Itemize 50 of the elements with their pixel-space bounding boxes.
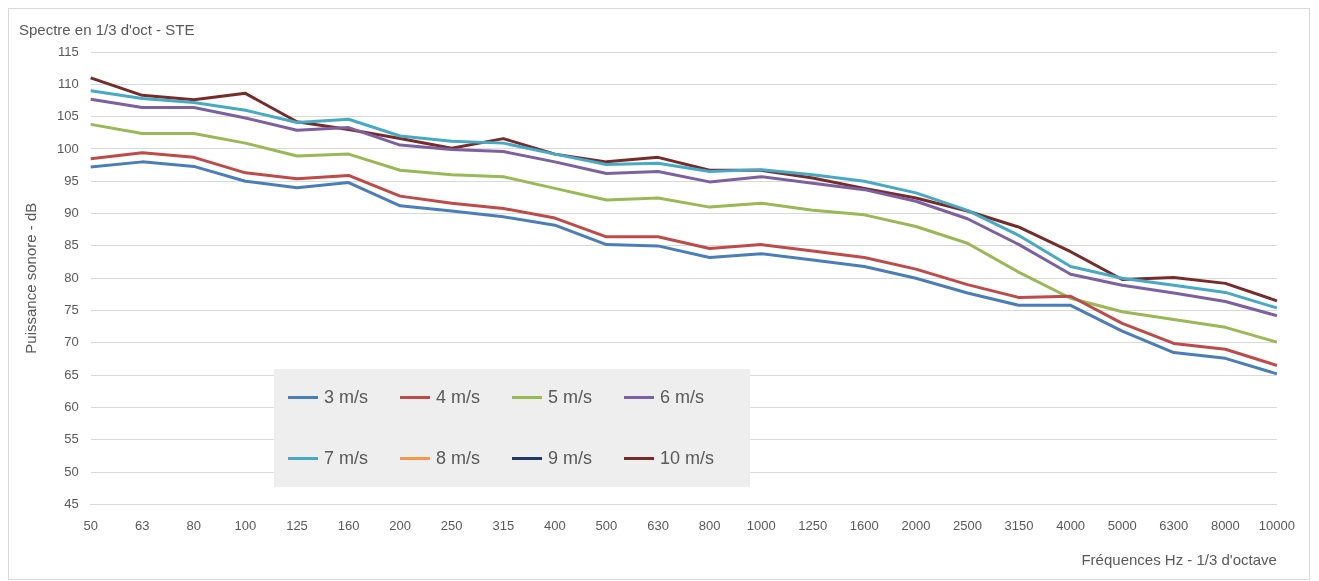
y-tick-label: 60 xyxy=(64,399,79,415)
legend-label: 3 m/s xyxy=(324,387,369,408)
legend-label: 9 m/s xyxy=(548,448,593,469)
x-tick-label: 2000 xyxy=(901,517,931,533)
y-axis-title: Puissance sonore - dB xyxy=(22,202,40,354)
y-tick-label: 95 xyxy=(64,172,79,188)
chart-title: Spectre en 1/3 d'oct - STE xyxy=(19,21,195,39)
x-tick-label: 4000 xyxy=(1056,517,1086,533)
x-tick-label: 63 xyxy=(135,517,150,533)
legend-label: 5 m/s xyxy=(548,387,593,408)
x-tick-label: 6300 xyxy=(1159,517,1189,533)
x-tick-label: 500 xyxy=(595,517,618,533)
legend-label: 6 m/s xyxy=(660,387,705,408)
x-tick-label: 8000 xyxy=(1210,517,1240,533)
legend-label: 4 m/s xyxy=(436,387,481,408)
y-tick-label: 70 xyxy=(64,334,79,350)
x-tick-label: 3150 xyxy=(1004,517,1034,533)
x-tick-label: 2500 xyxy=(953,517,982,533)
x-tick-label: 125 xyxy=(286,517,308,533)
y-tick-label: 65 xyxy=(64,366,79,382)
x-tick-label: 50 xyxy=(83,517,98,533)
x-tick-label: 630 xyxy=(647,517,669,533)
y-tick-label: 80 xyxy=(64,269,79,285)
y-tick-label: 115 xyxy=(57,43,79,59)
y-tick-label: 90 xyxy=(64,205,79,221)
y-tick-label: 55 xyxy=(64,431,79,447)
x-tick-label: 1250 xyxy=(798,517,828,533)
legend-label: 10 m/s xyxy=(660,448,715,469)
y-tick-label: 45 xyxy=(64,495,79,511)
legend-label: 7 m/s xyxy=(324,448,369,469)
x-tick-label: 160 xyxy=(337,517,360,533)
y-tick-label: 110 xyxy=(57,75,79,91)
x-tick-label: 100 xyxy=(234,517,257,533)
x-tick-label: 80 xyxy=(186,517,202,533)
x-tick-label: 250 xyxy=(440,517,463,533)
x-tick-label: 315 xyxy=(492,517,515,533)
y-tick-label: 100 xyxy=(56,140,79,156)
x-tick-label: 1600 xyxy=(849,517,879,533)
legend-label: 8 m/s xyxy=(436,448,481,469)
x-tick-label: 1000 xyxy=(746,517,776,533)
x-axis-title: Fréquences Hz - 1/3 d'octave xyxy=(1081,551,1277,569)
y-tick-label: 85 xyxy=(64,237,79,253)
x-tick-label: 5000 xyxy=(1107,517,1137,533)
x-tick-label: 10000 xyxy=(1258,517,1295,533)
x-tick-label: 200 xyxy=(389,517,411,533)
y-tick-label: 75 xyxy=(64,302,79,318)
x-tick-label: 800 xyxy=(698,517,721,533)
y-tick-label: 50 xyxy=(64,463,79,479)
x-tick-label: 400 xyxy=(544,517,566,533)
y-tick-label: 105 xyxy=(56,108,79,124)
